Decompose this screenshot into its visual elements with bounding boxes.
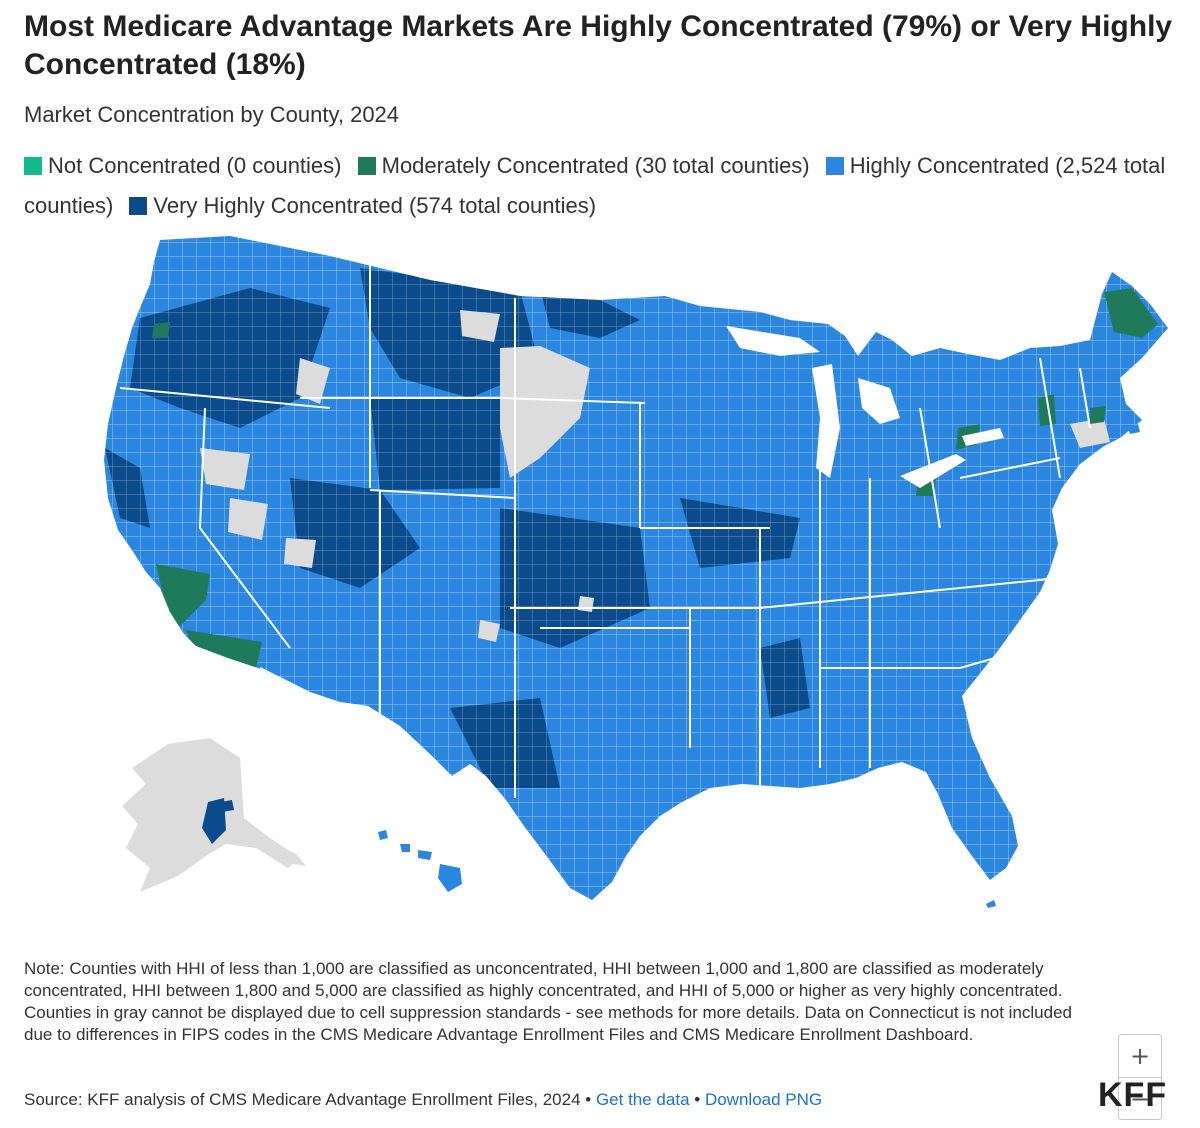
hawaii[interactable] <box>378 830 462 892</box>
state-borders <box>119 258 1091 798</box>
legend-label: Moderately Concentrated (30 total counti… <box>381 153 810 178</box>
islands <box>986 424 1140 908</box>
legend-swatch <box>129 197 148 215</box>
legend-swatch <box>357 157 376 175</box>
kff-logo: KFF <box>1098 1076 1168 1114</box>
legend-item-very-highly-concentrated[interactable]: Very Highly Concentrated (574 total coun… <box>129 193 596 218</box>
us-county-map[interactable]: + − <box>0 228 1200 1120</box>
source-line: Source: KFF analysis of CMS Medicare Adv… <box>24 1088 822 1112</box>
map-svg[interactable] <box>0 228 1200 918</box>
source-separator: • <box>694 1090 701 1109</box>
legend-label: Highly Concentrated (2,524 total countie… <box>24 153 1166 218</box>
moderately-concentrated-counties[interactable] <box>152 288 1158 668</box>
great-lakes <box>726 326 1004 488</box>
legend-item-not-concentrated[interactable]: Not Concentrated (0 counties) <box>24 153 348 178</box>
download-png-link[interactable]: Download PNG <box>704 1090 823 1109</box>
legend-item-moderately-concentrated[interactable]: Moderately Concentrated (30 total counti… <box>357 153 816 178</box>
legend: Not Concentrated (0 counties) Moderately… <box>24 146 1184 226</box>
legend-label: Not Concentrated (0 counties) <box>48 153 342 178</box>
legend-label: Very Highly Concentrated (574 total coun… <box>153 193 597 218</box>
legend-swatch <box>825 157 844 175</box>
alaska[interactable] <box>122 738 306 892</box>
legend-swatch <box>24 157 42 175</box>
chart-subtitle: Market Concentration by County, 2024 <box>24 102 400 127</box>
legend-item-highly-concentrated[interactable]: Highly Concentrated (2,524 total countie… <box>24 153 1165 218</box>
chart-title: Most Medicare Advantage Markets Are High… <box>24 10 1173 81</box>
zoom-controls: + − <box>1118 1034 1162 1120</box>
source-text: Source: KFF analysis of CMS Medicare Adv… <box>24 1090 592 1109</box>
get-data-link[interactable]: Get the data <box>595 1090 690 1109</box>
chart-note: Note: Counties with HHI of less than 1,0… <box>24 959 1072 1044</box>
zoom-in-button[interactable]: + <box>1129 1042 1151 1070</box>
zoom-out-button[interactable]: − <box>1119 1077 1161 1119</box>
